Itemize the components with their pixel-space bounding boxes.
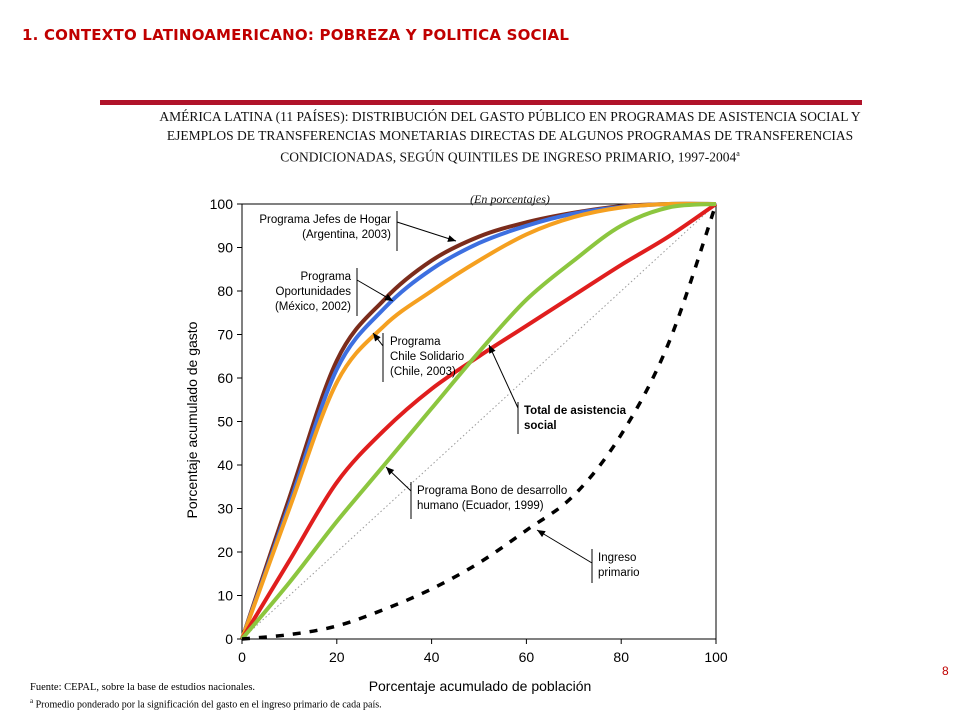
callout-5: Ingreso primario [536, 529, 640, 583]
callout-label: Programa Bono de desarrollo [417, 485, 567, 497]
page-number: 8 [942, 664, 949, 678]
callout-arrowhead [384, 293, 393, 301]
y-tick-label: 30 [217, 501, 233, 517]
callout-label: Programa Jefes de Hogar [259, 214, 391, 226]
callout-arrowhead [386, 467, 395, 476]
y-tick-label: 20 [217, 544, 233, 560]
callout-label: Oportunidades [276, 286, 352, 298]
y-tick-label: 0 [225, 631, 233, 647]
y-tick-label: 50 [217, 414, 233, 430]
callout-1: Programa Oportunidades (México, 2002) [275, 268, 394, 316]
slide-title: 1. CONTEXTO LATINOAMERICANO: POBREZA Y P… [22, 26, 570, 44]
y-tick-label: 10 [217, 588, 233, 604]
chart-title: AMÉRICA LATINA (11 PAÍSES): DISTRIBUCIÓN… [130, 108, 890, 167]
x-axis-label: Porcentaje acumulado de población [369, 678, 592, 694]
chart-title-text: AMÉRICA LATINA (11 PAÍSES): DISTRIBUCIÓN… [159, 109, 861, 165]
y-tick-label: 90 [217, 240, 233, 256]
callout-3: Total de asistencia social [488, 344, 627, 434]
callout-leader [488, 344, 519, 409]
y-tick-label: 60 [217, 370, 233, 386]
x-tick-label: 80 [613, 649, 629, 665]
title-divider [100, 100, 862, 105]
x-tick-label: 0 [238, 649, 246, 665]
footnote-text: Promedio ponderado por la significación … [33, 699, 382, 711]
chart-subtitle: (En porcentajes) [470, 192, 550, 206]
x-tick-label: 100 [704, 649, 728, 665]
series-line-2 [240, 201, 717, 640]
callout-arrowhead [537, 530, 546, 538]
callout-label: Total de asistencia [524, 405, 627, 417]
callout-0: Programa Jefes de Hogar (Argentina, 2003) [259, 211, 457, 251]
callout-label: Programa [301, 271, 352, 283]
callout-label: humano (Ecuador, 1999) [417, 500, 544, 512]
callout-label: primario [598, 567, 640, 579]
chart-series [240, 201, 718, 641]
callout-arrowhead [447, 235, 456, 242]
source-note: Fuente: CEPAL, sobre la base de estudios… [30, 682, 256, 693]
callout-label: (Chile, 2003) [390, 366, 456, 378]
x-tick-label: 40 [424, 649, 440, 665]
y-tick-label: 40 [217, 457, 233, 473]
chart-axes: 0 10 20 30 40 50 60 70 80 90 100 0 20 40 60 80 100 [210, 196, 728, 665]
y-axis-label: Porcentaje acumulado de gasto [184, 321, 200, 518]
chart-callouts: Programa Jefes de Hogar (Argentina, 2003)… [259, 211, 640, 583]
equality-line [241, 203, 717, 640]
callout-arrowhead [373, 333, 381, 342]
footnote-marker: a [30, 697, 34, 705]
callout-label: Chile Solidario [390, 351, 464, 363]
chart-title-marker: a [736, 149, 740, 158]
callout-label: Ingreso [598, 552, 636, 564]
footnote: a Promedio ponderado por la significació… [30, 697, 382, 710]
callout-arrowhead [489, 345, 496, 354]
series-line-5 [241, 203, 718, 641]
y-tick-label: 100 [210, 196, 234, 212]
x-tick-label: 60 [519, 649, 535, 665]
callout-label: (Argentina, 2003) [302, 229, 391, 241]
series-line-4 [240, 202, 717, 641]
callout-2: Programa Chile Solidario (Chile, 2003) [372, 332, 464, 382]
y-tick-label: 80 [217, 283, 233, 299]
callout-leader [396, 221, 457, 242]
y-tick-label: 70 [217, 327, 233, 343]
callout-label: social [524, 420, 557, 432]
callout-4: Programa Bono de desarrollo humano (Ecuad… [385, 466, 567, 519]
callout-label: Programa [390, 336, 441, 348]
x-tick-label: 20 [329, 649, 345, 665]
callout-leader [536, 529, 593, 564]
callout-label: (México, 2002) [275, 301, 351, 313]
